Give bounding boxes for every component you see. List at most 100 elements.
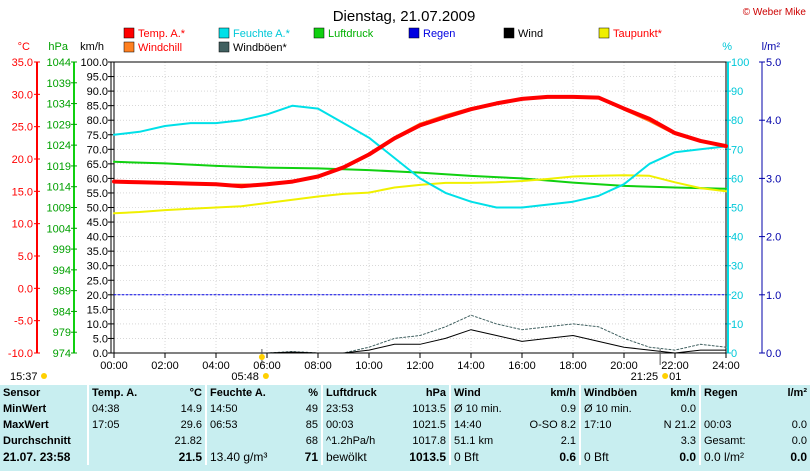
legend-swatch xyxy=(218,41,230,53)
wind-axis-tick-label: 15.0 xyxy=(87,304,108,316)
humidity-axis-tick-label: 50 xyxy=(731,203,743,215)
legend-swatch xyxy=(408,27,420,39)
stats-value-cell: 0.9 xyxy=(560,403,576,415)
sunset-time: 21:25 xyxy=(631,371,659,383)
stats-value-cell: Ø 10 min. xyxy=(579,401,650,417)
series-line-temp-a xyxy=(112,94,728,189)
stats-value-cell: 0 Bft xyxy=(449,449,522,465)
stats-value-cell: 0.6 xyxy=(559,450,576,464)
stats-header-cell: Regen xyxy=(699,385,766,401)
stats-header-cell: Wind xyxy=(449,385,522,401)
humidity-axis-tick-label: 30 xyxy=(731,261,743,273)
stats-value-cell: 68 xyxy=(305,435,318,447)
stats-value-cell: 0.0 xyxy=(791,435,807,447)
stats-value-cell: 29.6 xyxy=(180,419,202,431)
humidity-axis-tick-label: 20 xyxy=(731,290,743,302)
wind-axis-tick-label: 90.0 xyxy=(87,86,108,98)
stats-value-cell: 51.1 km xyxy=(449,433,522,449)
stats-value-cell: 0.0 l/m² xyxy=(699,449,766,465)
x-axis-tick-label: 20:00 xyxy=(610,360,638,372)
stats-header-cell: hPa xyxy=(425,387,446,399)
stats-value-cell: 85 xyxy=(305,419,318,431)
x-axis-tick-label: 00:00 xyxy=(100,360,128,372)
stats-value-cell: 2.1 xyxy=(560,435,576,447)
pressure-axis-tick-label: 984 xyxy=(53,306,71,318)
legend-swatch xyxy=(598,27,610,39)
stats-row: Durchschnitt 21.82 68 ^1.2hPa/h 1017.8 51.1 k… xyxy=(0,433,810,449)
pressure-axis-tick-label: 974 xyxy=(53,348,71,360)
sunrise-sun-icon xyxy=(258,354,265,360)
x-axis-tick-label: 06:00 xyxy=(253,360,281,372)
series-line-taupunkt xyxy=(113,174,727,215)
stats-value-cell: 0 Bft xyxy=(579,449,650,465)
stats-value-cell: 49 xyxy=(305,403,318,415)
wind-axis-tick-label: 35.0 xyxy=(87,246,108,258)
wind-axis-tick-label: 80.0 xyxy=(87,115,108,127)
wind-axis-tick-label: 25.0 xyxy=(87,275,108,287)
wind-axis-unit: km/h xyxy=(80,41,104,53)
stats-value-cell: Ø 10 min. xyxy=(449,401,522,417)
stats-value-cell: 1013.5 xyxy=(409,450,446,464)
humidity-axis-tick-label: 70 xyxy=(731,144,743,156)
copyright-label: © Weber Mike xyxy=(743,7,807,18)
wind-axis-tick-label: 40.0 xyxy=(87,232,108,244)
temp-axis-tick-label: 0.0 xyxy=(18,283,33,295)
rain-axis-unit: l/m² xyxy=(762,41,781,53)
stats-value-cell: ^1.2hPa/h xyxy=(321,433,392,449)
stats-value-cell: 3.3 xyxy=(680,435,696,447)
wind-axis-tick-label: 10.0 xyxy=(87,319,108,331)
stats-value-cell: Gesamt: xyxy=(699,433,766,449)
stats-value-cell: 04:38 xyxy=(87,401,150,417)
legend-label: Temp. A.* xyxy=(138,28,186,40)
stats-row-label: Durchschnitt xyxy=(3,435,71,447)
rain-axis-tick-label: 5.0 xyxy=(766,57,781,69)
sunset-extra: 01 xyxy=(669,371,681,383)
legend-label: Wind xyxy=(518,28,543,40)
humidity-axis-unit: % xyxy=(722,41,732,53)
stats-value-cell xyxy=(699,401,766,417)
stats-header-cell: % xyxy=(308,387,318,399)
legend: Temp. A.* Feuchte A.* Luftdruck Regen Wind Ta… xyxy=(123,27,663,54)
wind-axis-tick-label: 20.0 xyxy=(87,290,108,302)
wind-axis-tick-label: 95.0 xyxy=(87,72,108,84)
temp-axis-tick-label: -10.0 xyxy=(8,348,33,360)
wind-axis-tick-label: 60.0 xyxy=(87,173,108,185)
legend-label: Regen xyxy=(423,28,455,40)
stats-value-cell: 1021.5 xyxy=(412,419,446,431)
rain-axis-tick-label: 1.0 xyxy=(766,290,781,302)
stats-row-label: MaxWert xyxy=(3,419,49,431)
axes: °C hPa km/h% l/m² 35.0 30.0 25.0 20.0 15.0 10.0 5.… xyxy=(8,41,781,360)
series-line-luftdruck xyxy=(113,160,727,190)
x-axis-tick-label: 12:00 xyxy=(406,360,434,372)
wind-axis-tick-label: 55.0 xyxy=(87,188,108,200)
sunset-sun-icon xyxy=(662,373,669,379)
pressure-axis-unit: hPa xyxy=(48,41,68,53)
wind-axis-tick-label: 100.0 xyxy=(80,57,108,69)
left-time-label: 15:37 xyxy=(10,371,38,383)
stats-value-cell: 0.0 xyxy=(790,450,807,464)
pressure-axis-tick-label: 1014 xyxy=(47,182,71,194)
wind-axis-tick-label: 45.0 xyxy=(87,217,108,229)
stats-value-cell xyxy=(579,433,650,449)
wind-axis-tick-label: 5.0 xyxy=(93,333,108,345)
temp-axis-tick-label: 35.0 xyxy=(12,57,33,69)
pressure-axis-tick-label: 1034 xyxy=(47,99,71,111)
temp-axis-tick-label: -5.0 xyxy=(14,316,33,328)
stats-value-cell: 00:03 xyxy=(321,417,392,433)
temp-axis-tick-label: 10.0 xyxy=(12,219,33,231)
series-line-wind xyxy=(113,329,727,354)
x-axis-tick-label: 24:00 xyxy=(712,360,740,372)
weather-chart: Dienstag, 21.07.2009 © Weber Mike Temp. … xyxy=(8,7,807,383)
pressure-axis-tick-label: 989 xyxy=(53,286,71,298)
stats-value-cell xyxy=(87,449,150,465)
x-axis-tick-label: 10:00 xyxy=(355,360,383,372)
x-axis-tick-label: 04:00 xyxy=(202,360,230,372)
temp-axis-tick-label: 15.0 xyxy=(12,186,33,198)
statistics-panel: Sensor Temp. A. °C Feuchte A.% Luftdruck hPa W… xyxy=(0,385,810,471)
stats-header-cell: Feuchte A. xyxy=(205,385,282,401)
rain-axis-tick-label: 3.0 xyxy=(766,173,781,185)
sun-markers: 05:48 21:25 01 15:37 xyxy=(10,349,681,383)
x-axis-tick-label: 08:00 xyxy=(304,360,332,372)
series-line-feuchte-a xyxy=(113,104,727,209)
pressure-axis-tick-label: 1019 xyxy=(47,161,71,173)
